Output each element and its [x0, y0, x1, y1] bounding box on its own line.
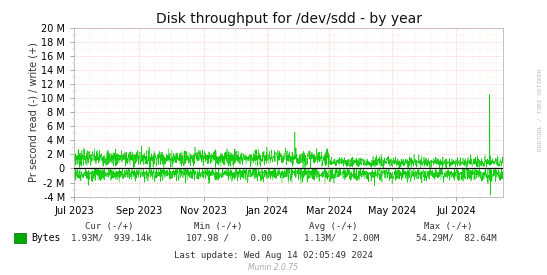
Text: Min (-/+): Min (-/+)	[194, 222, 242, 231]
Text: 1.13M/   2.00M: 1.13M/ 2.00M	[304, 234, 379, 243]
Text: Bytes: Bytes	[32, 233, 61, 243]
Text: Last update: Wed Aug 14 02:05:49 2024: Last update: Wed Aug 14 02:05:49 2024	[174, 251, 373, 260]
Text: 107.98 /    0.00: 107.98 / 0.00	[186, 234, 272, 243]
Y-axis label: Pr second read (-) / write (+): Pr second read (-) / write (+)	[28, 42, 38, 182]
Text: 1.93M/  939.14k: 1.93M/ 939.14k	[71, 234, 152, 243]
Text: 54.29M/  82.64M: 54.29M/ 82.64M	[416, 234, 496, 243]
Text: Avg (-/+): Avg (-/+)	[309, 222, 357, 231]
Title: Disk throughput for /dev/sdd - by year: Disk throughput for /dev/sdd - by year	[155, 12, 422, 26]
Text: Munin 2.0.75: Munin 2.0.75	[248, 263, 299, 272]
Text: RRDTOOL / TOBI OETIKER: RRDTOOL / TOBI OETIKER	[538, 69, 543, 151]
Text: Cur (-/+): Cur (-/+)	[85, 222, 133, 231]
Text: Max (-/+): Max (-/+)	[424, 222, 472, 231]
